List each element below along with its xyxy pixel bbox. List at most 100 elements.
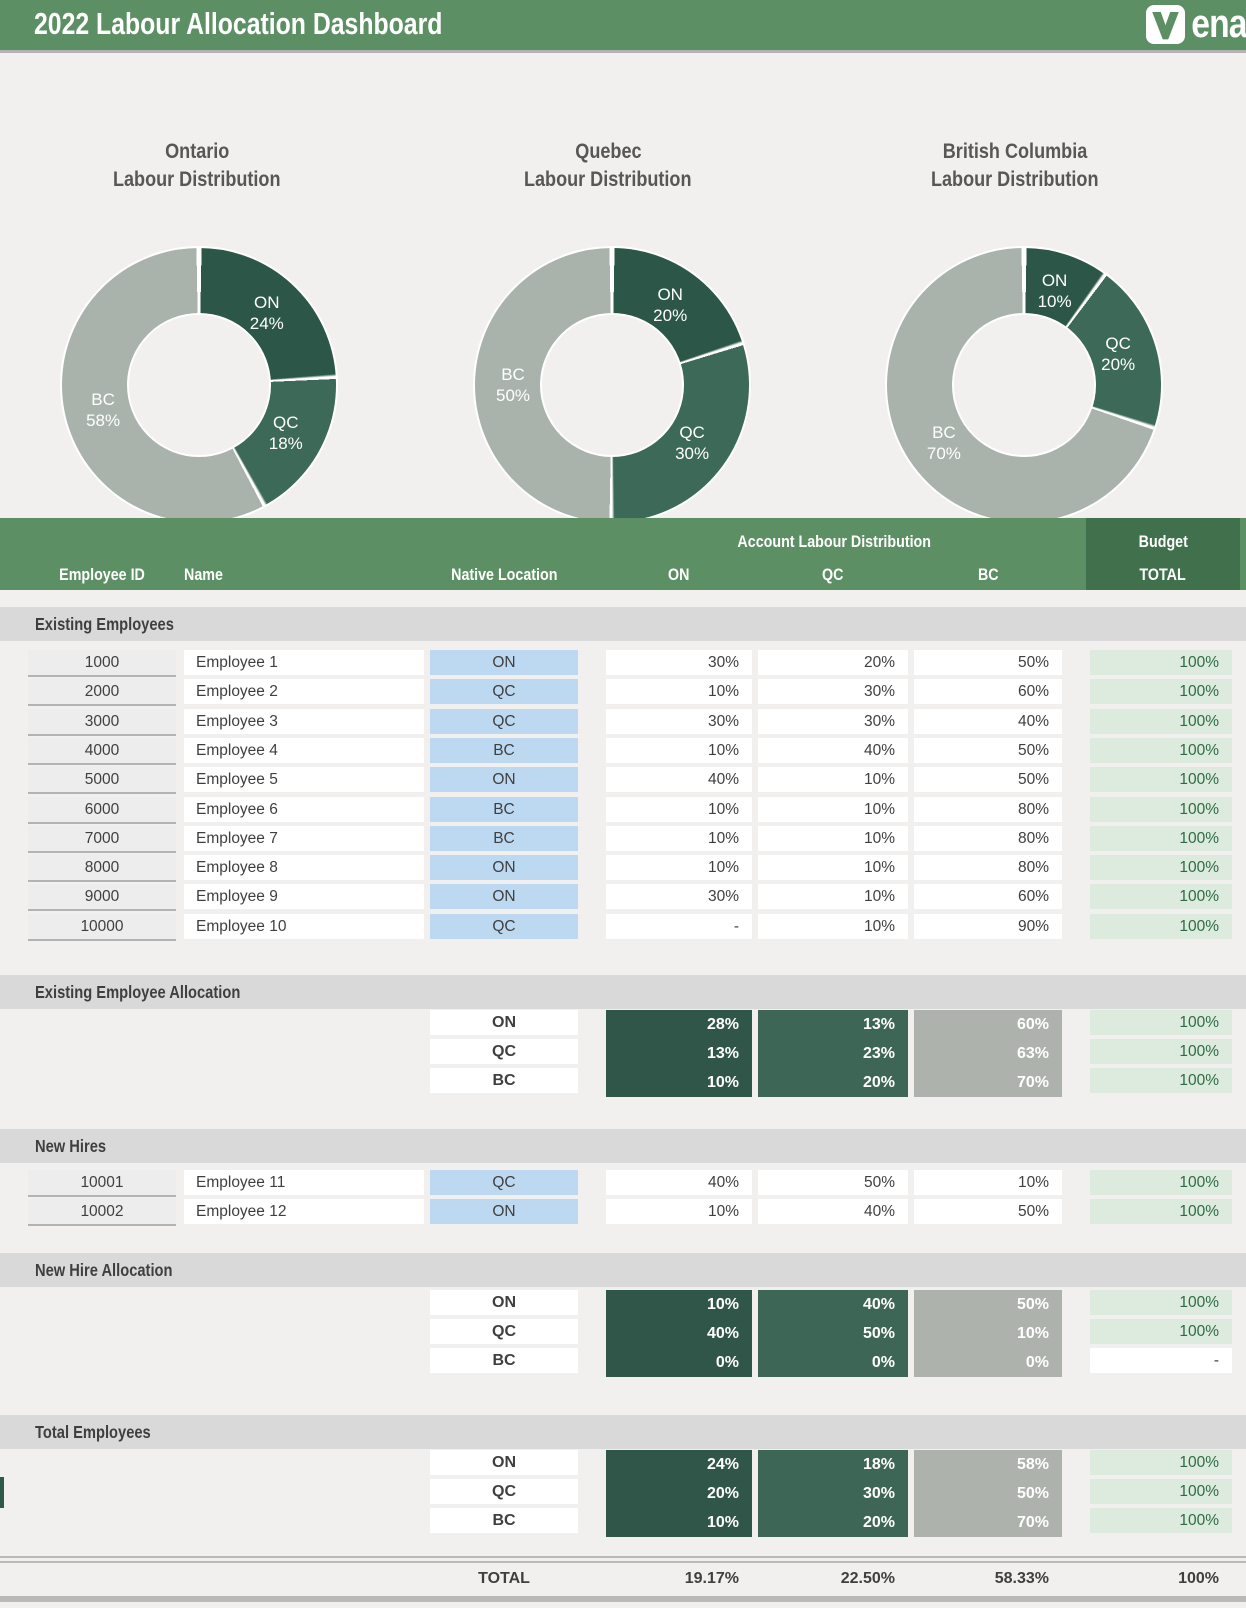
native-location-cell[interactable]: ON xyxy=(430,884,578,910)
total-percent-cell: 100% xyxy=(1090,913,1232,939)
bc-percent-cell[interactable]: 10% xyxy=(914,1170,1062,1195)
employee-id-cell[interactable]: 8000 xyxy=(28,855,176,883)
qc-percent-cell[interactable]: 10% xyxy=(758,825,908,851)
employee-name-cell[interactable]: Employee 11 xyxy=(184,1170,424,1195)
section-header-new-hire-allocation: New Hire Allocation xyxy=(0,1253,1246,1287)
on-percent-cell[interactable]: 10% xyxy=(606,1199,752,1225)
allocation-row: ON 28% 13% 60% 100% xyxy=(0,1010,1246,1039)
on-percent-cell[interactable]: 10% xyxy=(606,737,752,763)
native-location-cell[interactable]: ON xyxy=(430,1199,578,1225)
bc-percent-cell[interactable]: 50% xyxy=(914,737,1062,763)
employee-row: 6000 Employee 6 BC 10% 10% 80% 100% xyxy=(0,796,1246,824)
vena-logo: ena xyxy=(1146,4,1246,44)
native-location-cell[interactable]: QC xyxy=(430,708,578,734)
on-percent-cell[interactable]: 10% xyxy=(606,796,752,822)
on-percent-cell[interactable]: 10% xyxy=(606,825,752,851)
employee-name-cell[interactable]: Employee 1 xyxy=(184,650,424,675)
bc-percent-cell[interactable]: 90% xyxy=(914,913,1062,939)
bottom-divider xyxy=(0,1596,1246,1602)
on-percent-cell[interactable]: 40% xyxy=(606,767,752,793)
on-percent-cell[interactable]: 30% xyxy=(606,650,752,675)
native-location-cell[interactable]: BC xyxy=(430,825,578,851)
bc-percent-cell[interactable]: 80% xyxy=(914,825,1062,851)
employee-name-cell[interactable]: Employee 10 xyxy=(184,913,424,939)
employee-id-cell[interactable]: 10001 xyxy=(28,1170,176,1197)
on-percent-cell[interactable]: 10% xyxy=(606,679,752,705)
qc-percent-cell[interactable]: 30% xyxy=(758,679,908,705)
qc-percent-cell[interactable]: 40% xyxy=(758,1199,908,1225)
allocation-bc-cell: 70% xyxy=(914,1068,1062,1097)
on-percent-cell[interactable]: 10% xyxy=(606,855,752,881)
employee-name-cell[interactable]: Employee 9 xyxy=(184,884,424,910)
on-percent-cell[interactable]: 30% xyxy=(606,708,752,734)
qc-percent-cell[interactable]: 10% xyxy=(758,767,908,793)
on-percent-cell[interactable]: 30% xyxy=(606,884,752,910)
on-percent-cell[interactable]: - xyxy=(606,913,752,939)
qc-percent-cell[interactable]: 10% xyxy=(758,884,908,910)
employee-id-cell[interactable]: 6000 xyxy=(28,796,176,824)
employee-name-cell[interactable]: Employee 5 xyxy=(184,767,424,793)
group-header-account-labour-distribution: Account Labour Distribution xyxy=(737,532,931,551)
employee-name-cell[interactable]: Employee 7 xyxy=(184,825,424,851)
employee-name-cell[interactable]: Employee 6 xyxy=(184,796,424,822)
native-location-cell[interactable]: BC xyxy=(430,737,578,763)
total-percent-cell: 100% xyxy=(1090,855,1232,881)
native-location-cell[interactable]: ON xyxy=(430,855,578,881)
allocation-total-cell: - xyxy=(1090,1348,1232,1373)
employee-name-cell[interactable]: Employee 2 xyxy=(184,679,424,705)
employee-id-cell[interactable]: 10002 xyxy=(28,1199,176,1227)
allocation-qc-cell: 13% xyxy=(758,1010,908,1039)
employee-id-cell[interactable]: 3000 xyxy=(28,708,176,736)
grand-total-row: TOTAL 19.17% 22.50% 58.33% 100% xyxy=(0,1566,1246,1591)
qc-percent-cell[interactable]: 40% xyxy=(758,737,908,763)
donut-chart-ontario: ON 24% QC 18% BC 58% xyxy=(60,246,338,524)
allocation-label-cell: BC xyxy=(430,1508,578,1533)
allocation-label-cell: QC xyxy=(430,1479,578,1504)
bc-percent-cell[interactable]: 60% xyxy=(914,679,1062,705)
employee-id-cell[interactable]: 10000 xyxy=(28,913,176,941)
employee-name-cell[interactable]: Employee 4 xyxy=(184,737,424,763)
native-location-cell[interactable]: QC xyxy=(430,1170,578,1195)
native-location-cell[interactable]: ON xyxy=(430,767,578,793)
qc-percent-cell[interactable]: 10% xyxy=(758,913,908,939)
qc-percent-cell[interactable]: 10% xyxy=(758,796,908,822)
qc-percent-cell[interactable]: 30% xyxy=(758,708,908,734)
employee-id-cell[interactable]: 7000 xyxy=(28,825,176,853)
employee-id-cell[interactable]: 1000 xyxy=(28,650,176,677)
bc-percent-cell[interactable]: 60% xyxy=(914,884,1062,910)
native-location-cell[interactable]: QC xyxy=(430,913,578,939)
column-header-name: Name xyxy=(184,565,223,584)
section-title: Existing Employees xyxy=(35,614,174,634)
column-header-bc: BC xyxy=(977,565,999,584)
employee-id-cell[interactable]: 9000 xyxy=(28,884,176,912)
qc-percent-cell[interactable]: 50% xyxy=(758,1170,908,1195)
employee-id-cell[interactable]: 4000 xyxy=(28,737,176,765)
allocation-bc-cell: 0% xyxy=(914,1348,1062,1377)
native-location-cell[interactable]: QC xyxy=(430,679,578,705)
bc-percent-cell[interactable]: 80% xyxy=(914,796,1062,822)
allocation-bc-cell: 50% xyxy=(914,1290,1062,1319)
on-percent-cell[interactable]: 40% xyxy=(606,1170,752,1195)
total-percent-cell: 100% xyxy=(1090,679,1232,705)
grand-total-on: 19.17% xyxy=(684,1570,739,1587)
slice-label-on: ON 10% xyxy=(1037,270,1072,311)
employee-id-cell[interactable]: 2000 xyxy=(28,679,176,707)
native-location-cell[interactable]: BC xyxy=(430,796,578,822)
bc-percent-cell[interactable]: 50% xyxy=(914,1199,1062,1225)
employee-name-cell[interactable]: Employee 12 xyxy=(184,1199,424,1225)
qc-percent-cell[interactable]: 20% xyxy=(758,650,908,675)
qc-percent-cell[interactable]: 10% xyxy=(758,855,908,881)
grand-total-qc: 22.50% xyxy=(840,1570,895,1587)
table-header: Account Labour Distribution Budget Emplo… xyxy=(0,518,1246,590)
bc-percent-cell[interactable]: 50% xyxy=(914,650,1062,675)
employee-name-cell[interactable]: Employee 3 xyxy=(184,708,424,734)
employee-id-cell[interactable]: 5000 xyxy=(28,767,176,795)
dashboard-title: 2022 Labour Allocation Dashboard xyxy=(34,6,443,41)
employee-name-cell[interactable]: Employee 8 xyxy=(184,855,424,881)
bc-percent-cell[interactable]: 40% xyxy=(914,708,1062,734)
bc-percent-cell[interactable]: 50% xyxy=(914,767,1062,793)
native-location-cell[interactable]: ON xyxy=(430,650,578,675)
bc-percent-cell[interactable]: 80% xyxy=(914,855,1062,881)
slice-label-qc: QC 20% xyxy=(1101,334,1136,375)
allocation-on-cell: 13% xyxy=(606,1039,752,1068)
